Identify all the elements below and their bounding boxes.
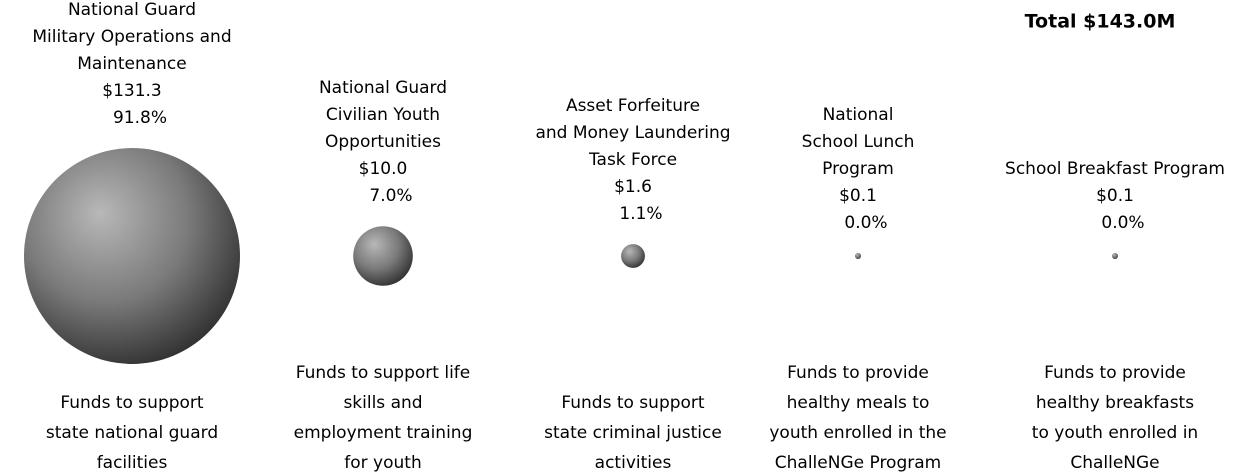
bubble xyxy=(855,253,861,259)
category-label: School Lunch xyxy=(802,132,915,152)
chart-title: Total $143.0M xyxy=(1025,11,1176,33)
value-label: $0.1 xyxy=(839,186,877,206)
category-label: Military Operations and xyxy=(32,27,231,47)
percent-label: 0.0% xyxy=(844,213,887,233)
category-label: Maintenance xyxy=(77,54,186,74)
description: ChalleNGe Program xyxy=(775,453,941,473)
category-label: and Money Laundering xyxy=(535,123,730,143)
description: for youth xyxy=(344,453,421,473)
category-label: National Guard xyxy=(68,0,196,20)
category-label: Task Force xyxy=(588,150,677,170)
description: Funds to support xyxy=(561,393,705,413)
value-label: $1.6 xyxy=(614,177,652,197)
bubble xyxy=(24,148,240,364)
description: to youth enrolled in xyxy=(1032,423,1198,443)
percent-label: 0.0% xyxy=(1101,213,1144,233)
bubble xyxy=(1112,253,1118,259)
description: skills and xyxy=(343,393,422,413)
description: youth enrolled in the xyxy=(769,423,946,443)
value-label: $10.0 xyxy=(359,159,408,179)
description: Funds to support life xyxy=(296,363,470,383)
percent-label: 1.1% xyxy=(619,204,662,224)
description: Funds to provide xyxy=(787,363,929,383)
category-label: Civilian Youth xyxy=(326,105,440,125)
description: facilities xyxy=(97,453,168,473)
description: Funds to provide xyxy=(1044,363,1186,383)
description: state criminal justice xyxy=(544,423,722,443)
bubble xyxy=(621,244,645,268)
bubble xyxy=(353,226,413,286)
description: employment training xyxy=(294,423,473,443)
description: Funds to support xyxy=(60,393,204,413)
description: ChalleNGe xyxy=(1070,453,1159,473)
description: healthy meals to xyxy=(787,393,930,413)
category-label: Program xyxy=(822,159,894,179)
category-label: Asset Forfeiture xyxy=(566,96,700,116)
value-label: $131.3 xyxy=(102,81,161,101)
percent-label: 7.0% xyxy=(369,186,412,206)
category-label: National Guard xyxy=(319,78,447,98)
description: healthy breakfasts xyxy=(1036,393,1194,413)
description: state national guard xyxy=(46,423,218,443)
category-label: Opportunities xyxy=(325,132,441,152)
value-label: $0.1 xyxy=(1096,186,1134,206)
category-label: School Breakfast Program xyxy=(1005,159,1225,179)
percent-label: 91.8% xyxy=(113,108,167,128)
category-label: National xyxy=(823,105,894,125)
description: activities xyxy=(595,453,672,473)
